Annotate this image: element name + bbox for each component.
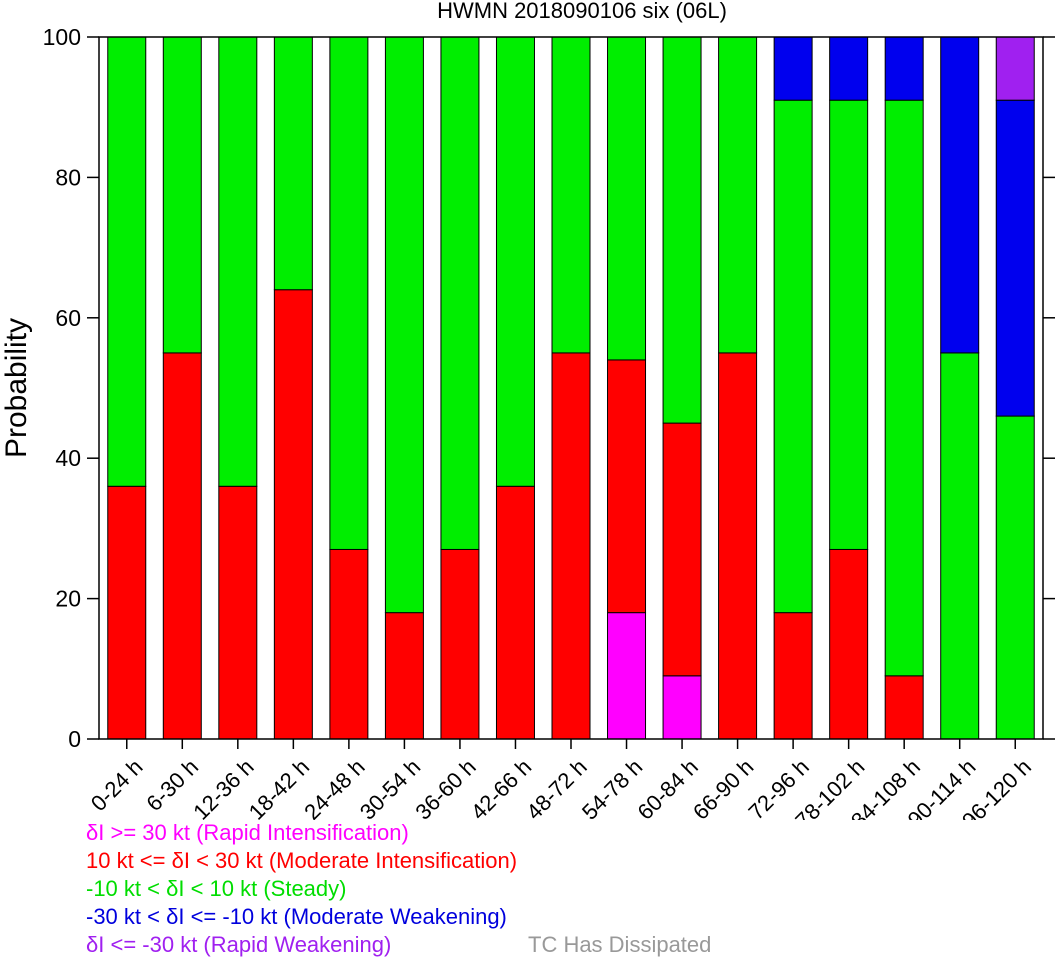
bar-segment-steady [662, 36, 702, 424]
y-tick-label: 100 [43, 24, 81, 50]
bar-segment-moderate-intensification [162, 352, 202, 740]
bar-segment-steady [107, 36, 147, 487]
bar-segment-rapid-intensification [662, 675, 702, 740]
bar-segment-moderate-intensification [718, 352, 758, 740]
legend-moderate-weakening: -30 kt < δI <= -10 kt (Moderate Weakenin… [86, 904, 507, 929]
bar-segment-moderate-intensification [384, 612, 424, 740]
bar-segment-moderate-intensification [662, 422, 702, 677]
bar-segment-steady [162, 36, 202, 354]
bar-segment-steady [273, 36, 313, 291]
x-tick-label: 0-24 h [86, 754, 148, 816]
bar-segment-moderate-weakening [829, 36, 869, 101]
bar-segment-steady [384, 36, 424, 614]
y-axis-label: Probability [0, 318, 33, 458]
bar-segment-moderate-intensification [273, 289, 313, 740]
bar-segment-steady [440, 36, 480, 550]
legend-moderate-intensification: 10 kt <= δI < 30 kt (Moderate Intensific… [86, 848, 518, 873]
y-tick-label: 20 [55, 586, 81, 612]
bar-segment-steady [607, 36, 647, 361]
y-tick-label: 40 [55, 445, 81, 471]
bar-segment-moderate-intensification [884, 675, 924, 740]
bar-segment-moderate-weakening [940, 36, 980, 354]
bar-segment-steady [218, 36, 258, 487]
bar-segment-steady [884, 99, 924, 677]
bar-segment-moderate-weakening [884, 36, 924, 101]
y-tick-label: 80 [55, 164, 81, 190]
bar-segment-steady [995, 415, 1035, 740]
bar-segment-steady [829, 99, 869, 550]
bar-segment-moderate-intensification [773, 612, 813, 740]
bar-segment-steady [551, 36, 591, 354]
bar-segment-steady [329, 36, 369, 550]
bar-segment-rapid-weakening [995, 36, 1035, 101]
bar-segment-moderate-intensification [107, 485, 147, 740]
bar-segment-moderate-intensification [218, 485, 258, 740]
bar-segment-moderate-intensification [607, 359, 647, 614]
chart: HWMN 2018090106 six (06L) Probability 0 2… [0, 0, 1055, 820]
chart-title: HWMN 2018090106 six (06L) [437, 0, 727, 23]
legend-rapid-weakening: δI <= -30 kt (Rapid Weakening) [86, 932, 392, 957]
legend-dissipated: TC Has Dissipated [528, 932, 712, 957]
bar-segment-rapid-intensification [607, 612, 647, 740]
bar-segment-moderate-weakening [995, 99, 1035, 417]
legend-steady: -10 kt < δI < 10 kt (Steady) [86, 876, 347, 901]
bars-group [107, 36, 1035, 740]
bar-segment-moderate-intensification [829, 548, 869, 740]
y-tick-label: 60 [55, 305, 81, 331]
bar-segment-moderate-intensification [440, 548, 480, 740]
bar-segment-moderate-intensification [551, 352, 591, 740]
bar-segment-steady [940, 352, 980, 740]
bar-segment-steady [718, 36, 758, 354]
legend-rapid-intensification: δI >= 30 kt (Rapid Intensification) [86, 820, 409, 845]
bar-segment-moderate-intensification [329, 548, 369, 740]
y-tick-label: 0 [68, 726, 81, 752]
bar-segment-steady [773, 99, 813, 614]
bar-segment-moderate-intensification [495, 485, 535, 740]
bar-segment-moderate-weakening [773, 36, 813, 101]
bar-segment-steady [495, 36, 535, 487]
